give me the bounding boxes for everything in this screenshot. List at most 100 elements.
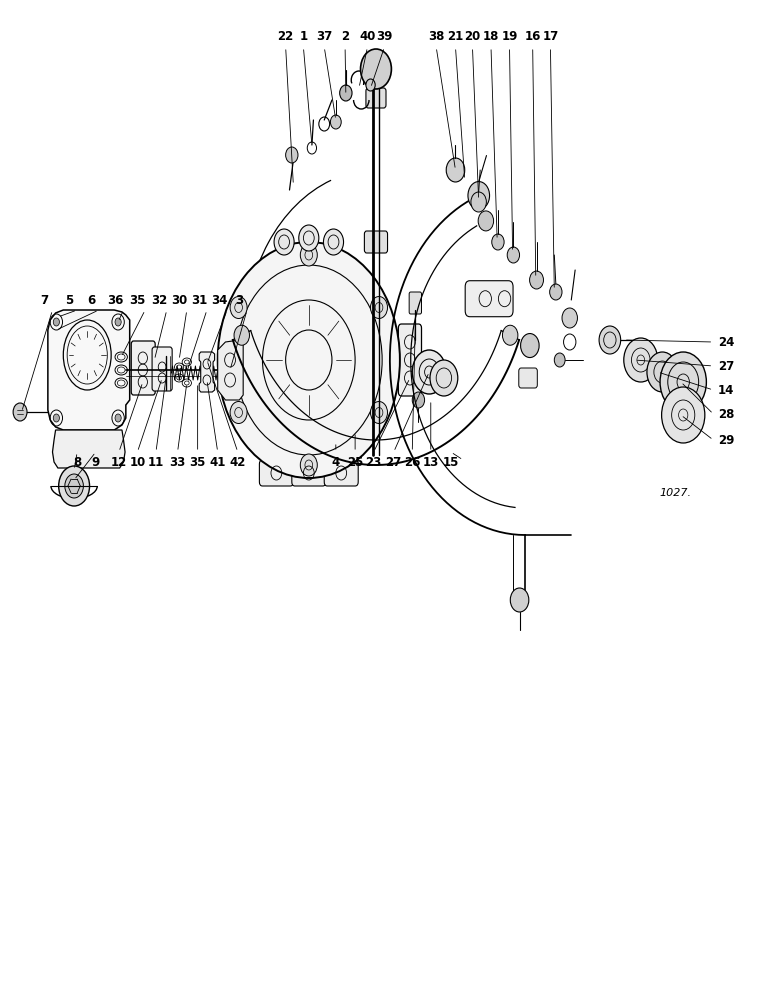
Polygon shape bbox=[199, 352, 215, 392]
Circle shape bbox=[446, 158, 465, 182]
Circle shape bbox=[65, 474, 83, 498]
FancyBboxPatch shape bbox=[131, 341, 155, 395]
Text: 22: 22 bbox=[277, 30, 294, 43]
Circle shape bbox=[647, 352, 678, 392]
Circle shape bbox=[371, 296, 388, 318]
Text: 10: 10 bbox=[129, 456, 146, 468]
Text: 28: 28 bbox=[718, 408, 734, 420]
Text: 2: 2 bbox=[341, 30, 349, 43]
Text: 1: 1 bbox=[300, 30, 307, 43]
Text: 17: 17 bbox=[542, 30, 559, 43]
Circle shape bbox=[59, 466, 90, 506]
Text: 18: 18 bbox=[482, 30, 499, 43]
Text: 29: 29 bbox=[718, 434, 734, 446]
Circle shape bbox=[330, 115, 341, 129]
Circle shape bbox=[361, 49, 391, 89]
FancyBboxPatch shape bbox=[364, 231, 388, 253]
Circle shape bbox=[599, 326, 621, 354]
Polygon shape bbox=[48, 310, 130, 430]
Circle shape bbox=[468, 182, 489, 210]
Text: 27: 27 bbox=[718, 360, 734, 372]
Circle shape bbox=[471, 192, 486, 212]
Text: 16: 16 bbox=[524, 30, 541, 43]
Text: 26: 26 bbox=[404, 456, 421, 468]
Circle shape bbox=[53, 318, 59, 326]
Text: 21: 21 bbox=[447, 30, 464, 43]
Circle shape bbox=[510, 588, 529, 612]
Text: 40: 40 bbox=[359, 30, 376, 43]
Text: 13: 13 bbox=[422, 456, 439, 468]
Circle shape bbox=[300, 244, 317, 266]
Circle shape bbox=[366, 79, 375, 91]
Circle shape bbox=[507, 247, 520, 263]
Polygon shape bbox=[218, 340, 243, 400]
Circle shape bbox=[503, 325, 518, 345]
Circle shape bbox=[371, 402, 388, 424]
Text: 32: 32 bbox=[151, 294, 168, 306]
Circle shape bbox=[230, 296, 247, 318]
Text: 4: 4 bbox=[332, 456, 340, 468]
FancyBboxPatch shape bbox=[519, 368, 537, 388]
FancyBboxPatch shape bbox=[409, 292, 422, 314]
Circle shape bbox=[218, 242, 400, 478]
Circle shape bbox=[478, 211, 493, 231]
FancyBboxPatch shape bbox=[324, 460, 358, 486]
Circle shape bbox=[520, 334, 539, 358]
Text: 24: 24 bbox=[718, 336, 734, 349]
Polygon shape bbox=[52, 430, 125, 468]
Text: 9: 9 bbox=[92, 456, 100, 468]
Text: 5: 5 bbox=[66, 294, 73, 306]
Text: 14: 14 bbox=[718, 383, 734, 396]
Circle shape bbox=[286, 147, 298, 163]
Text: 41: 41 bbox=[209, 456, 226, 468]
Circle shape bbox=[660, 352, 706, 412]
Circle shape bbox=[530, 271, 543, 289]
Text: 3: 3 bbox=[235, 294, 243, 306]
Text: 15: 15 bbox=[442, 456, 459, 468]
Circle shape bbox=[13, 403, 27, 421]
Text: 35: 35 bbox=[129, 294, 146, 306]
Text: 27: 27 bbox=[385, 456, 402, 468]
Circle shape bbox=[53, 414, 59, 422]
Circle shape bbox=[115, 318, 121, 326]
Circle shape bbox=[412, 392, 425, 408]
Text: 11: 11 bbox=[147, 456, 164, 468]
Text: 19: 19 bbox=[501, 30, 518, 43]
Circle shape bbox=[323, 229, 344, 255]
Text: 36: 36 bbox=[107, 294, 124, 306]
Text: 20: 20 bbox=[464, 30, 481, 43]
Text: 6: 6 bbox=[87, 294, 95, 306]
Text: 38: 38 bbox=[428, 30, 445, 43]
Text: 39: 39 bbox=[376, 30, 393, 43]
Circle shape bbox=[492, 234, 504, 250]
FancyBboxPatch shape bbox=[466, 281, 513, 317]
Text: 12: 12 bbox=[110, 456, 127, 468]
FancyBboxPatch shape bbox=[152, 347, 172, 391]
Text: 31: 31 bbox=[191, 294, 208, 306]
Circle shape bbox=[412, 350, 446, 394]
Circle shape bbox=[230, 401, 247, 424]
Circle shape bbox=[430, 360, 458, 396]
Circle shape bbox=[115, 414, 121, 422]
Text: 23: 23 bbox=[365, 456, 382, 468]
Text: 30: 30 bbox=[171, 294, 188, 306]
Circle shape bbox=[234, 325, 249, 345]
Circle shape bbox=[274, 229, 294, 255]
Text: 37: 37 bbox=[316, 30, 333, 43]
FancyBboxPatch shape bbox=[259, 460, 293, 486]
FancyBboxPatch shape bbox=[398, 324, 422, 396]
FancyBboxPatch shape bbox=[366, 88, 386, 108]
Text: 35: 35 bbox=[189, 456, 206, 468]
Text: 33: 33 bbox=[169, 456, 186, 468]
Text: 1027.: 1027. bbox=[659, 488, 692, 498]
FancyBboxPatch shape bbox=[292, 460, 326, 486]
Circle shape bbox=[624, 338, 658, 382]
Text: 42: 42 bbox=[229, 456, 246, 468]
Text: 7: 7 bbox=[41, 294, 49, 306]
Circle shape bbox=[554, 353, 565, 367]
Circle shape bbox=[340, 85, 352, 101]
Text: 34: 34 bbox=[211, 294, 228, 306]
Circle shape bbox=[300, 454, 317, 476]
Text: 8: 8 bbox=[73, 456, 81, 468]
Circle shape bbox=[662, 387, 705, 443]
